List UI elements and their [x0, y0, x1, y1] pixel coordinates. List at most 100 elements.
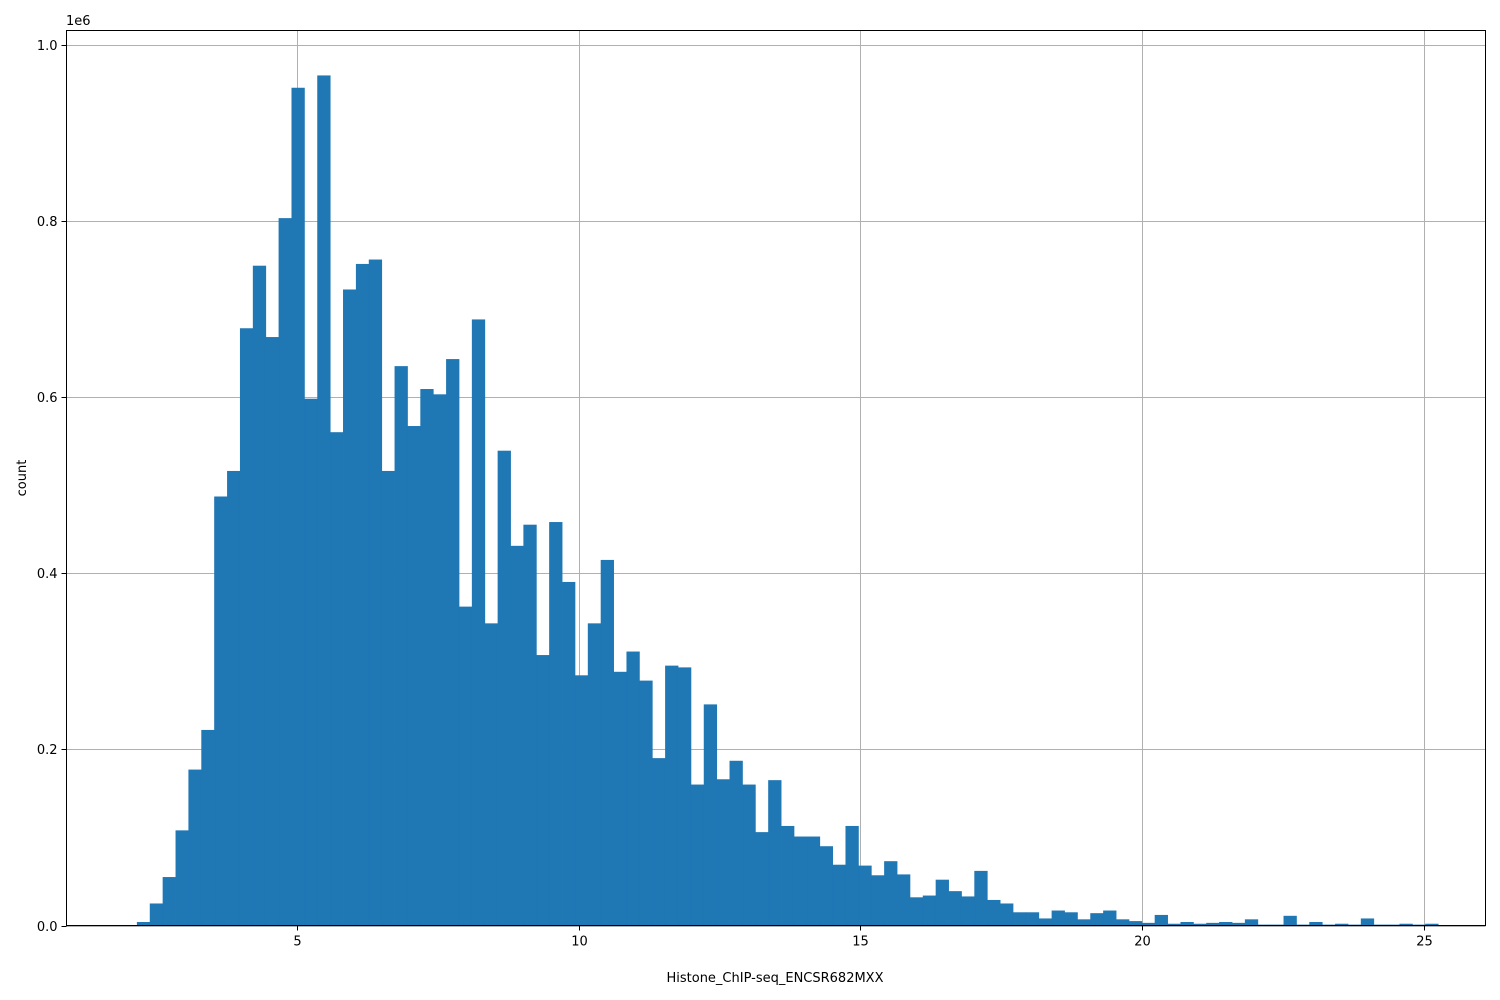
- histogram-bar: [781, 825, 795, 926]
- histogram-bar: [961, 896, 975, 926]
- histogram-bar: [1244, 919, 1259, 926]
- histogram-bar: [1000, 903, 1014, 926]
- histogram-bar: [497, 450, 511, 926]
- histogram-bar: [214, 496, 228, 926]
- histogram-bar: [665, 665, 679, 926]
- histogram-bar: [884, 861, 898, 926]
- y-tick-label: 1.0: [37, 39, 58, 54]
- histogram-bars: [136, 75, 1439, 926]
- histogram-bar: [471, 319, 486, 926]
- histogram-bar: [227, 470, 241, 926]
- histogram-bar: [355, 263, 370, 926]
- histogram-bar: [729, 760, 743, 926]
- y-tick-label: 0.0: [37, 920, 58, 935]
- histogram-bar: [845, 825, 859, 926]
- histogram-bar: [587, 623, 602, 926]
- histogram-bar: [278, 218, 292, 926]
- histogram-bar: [368, 259, 383, 926]
- histogram-bar: [806, 836, 821, 926]
- histogram-bar: [897, 874, 911, 926]
- histogram-bar: [1180, 921, 1194, 926]
- histogram-bar: [871, 875, 885, 926]
- histogram-bar: [265, 337, 280, 926]
- histogram-bar: [1206, 922, 1220, 926]
- histogram-bar: [626, 651, 640, 926]
- histogram-bar: [935, 879, 949, 926]
- histogram-bar: [652, 758, 666, 926]
- histogram-bar: [330, 432, 344, 926]
- histogram-bar: [1335, 923, 1349, 926]
- histogram-bar: [922, 895, 937, 926]
- histogram-bar: [201, 729, 215, 926]
- histogram-bar: [677, 667, 692, 926]
- histogram-bar: [639, 680, 653, 926]
- histogram-bar: [175, 830, 189, 926]
- histogram-bar: [1012, 912, 1027, 926]
- x-tick-label: 25: [1416, 935, 1433, 950]
- histogram-bar: [1064, 912, 1078, 926]
- histogram-bar: [420, 389, 434, 926]
- y-axis-label: count: [15, 460, 30, 497]
- histogram-bar: [768, 780, 782, 926]
- histogram-bar: [381, 470, 395, 926]
- histogram-bar: [690, 784, 705, 926]
- histogram-bar: [291, 87, 305, 926]
- y-axis-offset-text: 1e6: [66, 14, 91, 29]
- histogram-bar: [1090, 913, 1104, 926]
- histogram-bar: [162, 877, 176, 926]
- histogram-bar: [974, 870, 988, 926]
- histogram-bar: [1309, 921, 1323, 926]
- histogram-bar: [600, 559, 614, 926]
- histogram-bar: [252, 265, 267, 926]
- histogram-bar: [1154, 914, 1168, 926]
- histogram-bar: [1141, 922, 1156, 926]
- histogram-bar: [136, 921, 151, 926]
- histogram-bar: [484, 623, 499, 926]
- histogram-bar: [1038, 918, 1053, 926]
- histogram-bar: [304, 398, 318, 926]
- histogram-bar: [1103, 910, 1117, 926]
- histogram-bar: [1077, 919, 1091, 926]
- histogram-bar: [1116, 919, 1130, 926]
- histogram-bar: [317, 75, 331, 926]
- histogram-bar: [1399, 923, 1413, 926]
- histogram-bar: [832, 864, 846, 926]
- histogram-bar: [574, 675, 589, 926]
- y-tick-label: 0.2: [37, 743, 58, 758]
- histogram-bar: [1051, 910, 1065, 926]
- histogram-bar: [819, 846, 834, 926]
- x-tick-label: 15: [852, 935, 869, 950]
- histogram-bar: [1283, 915, 1297, 926]
- histogram-bar: [703, 704, 718, 926]
- histogram-bar: [188, 769, 202, 926]
- x-tick-label: 20: [1134, 935, 1151, 950]
- histogram-bar: [1360, 918, 1375, 926]
- histogram-bar: [755, 832, 769, 926]
- histogram-bar: [1128, 921, 1143, 926]
- histogram-bar: [793, 836, 808, 926]
- histogram-bar: [458, 606, 473, 926]
- plot-frame: [66, 30, 1486, 926]
- histogram-bar: [343, 289, 357, 926]
- histogram-bar: [1167, 923, 1181, 926]
- histogram-bar: [1231, 922, 1246, 926]
- histogram-bar: [948, 891, 962, 926]
- y-tick-label: 0.6: [37, 391, 58, 406]
- histogram-bar: [510, 545, 524, 926]
- histogram-bar: [394, 366, 408, 926]
- histogram-bar: [523, 524, 537, 926]
- histogram-bar: [909, 897, 924, 926]
- histogram-bar: [433, 394, 447, 926]
- x-tick-label: 10: [571, 935, 588, 950]
- histogram-bar: [742, 784, 756, 926]
- histogram-bar: [987, 899, 1001, 926]
- histogram-bar: [858, 865, 872, 926]
- histogram-bar: [613, 671, 627, 926]
- histogram-bar: [239, 328, 254, 926]
- histogram-bar: [716, 779, 730, 926]
- histogram-bar: [536, 655, 550, 926]
- histogram-bar: [446, 359, 460, 926]
- y-tick-label: 0.8: [37, 215, 58, 230]
- histogram-bar: [149, 903, 164, 926]
